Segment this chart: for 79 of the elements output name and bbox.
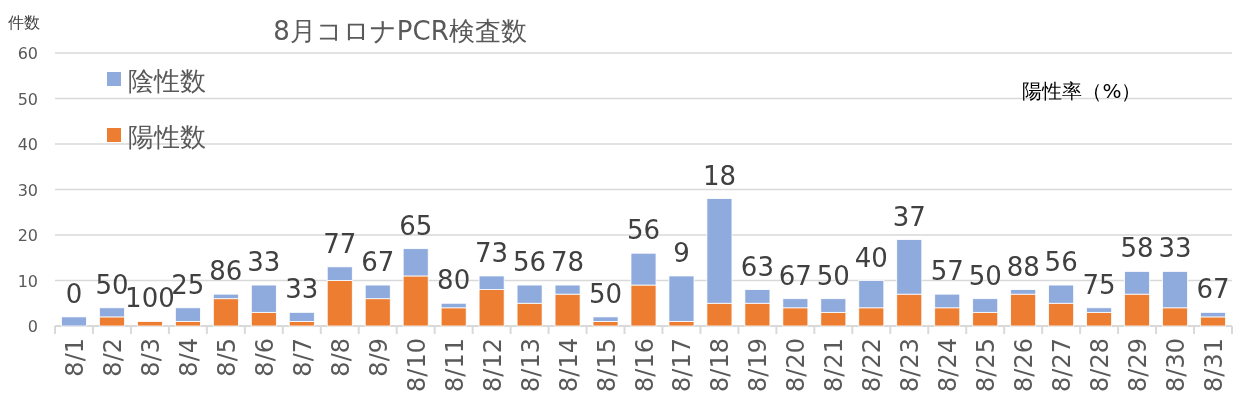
- bar: [212, 298, 239, 327]
- annotation: 50: [968, 260, 1002, 291]
- x-tick-label: 8/5: [212, 338, 241, 377]
- annotation: 18: [702, 160, 736, 191]
- x-tick-label: 8/31: [1200, 338, 1229, 392]
- annotation: 67: [361, 247, 395, 278]
- annotation: 58: [1120, 233, 1154, 264]
- y-tick-label: 0: [27, 317, 38, 336]
- annotation: 80: [437, 265, 471, 296]
- annotation: 33: [1158, 233, 1192, 264]
- x-tick-label: 8/3: [136, 338, 165, 377]
- x-tick-label: 8/19: [744, 338, 773, 392]
- x-tick-label: 8/9: [364, 338, 393, 377]
- x-tick-label: 8/10: [402, 338, 431, 392]
- y-tick-label: 20: [17, 226, 38, 245]
- bar: [136, 321, 163, 327]
- chart-title: 8月コロナPCR検査数: [273, 16, 527, 46]
- x-tick-label: 8/6: [250, 338, 279, 377]
- x-tick-label: 8/1: [60, 338, 89, 377]
- annotation: 67: [1196, 274, 1230, 305]
- bar: [440, 307, 467, 327]
- annotation: 75: [1082, 269, 1116, 300]
- x-tick-label: 8/17: [668, 338, 697, 392]
- x-tick-label: 8/16: [630, 338, 659, 392]
- x-tick-label: 8/24: [934, 338, 963, 392]
- annotation: 65: [399, 210, 433, 241]
- annotation: 33: [247, 247, 281, 278]
- y-tick-label: 10: [17, 271, 38, 291]
- annotation: 50: [816, 260, 850, 291]
- annotation: 50: [588, 278, 623, 309]
- x-tick-label: 8/13: [516, 338, 545, 392]
- x-tick-label: 8/7: [288, 338, 317, 377]
- annotation: 57: [930, 256, 964, 287]
- annotation: 56: [1044, 247, 1078, 278]
- x-tick-label: 8/15: [592, 338, 621, 392]
- bar: [1086, 311, 1113, 327]
- annotation: 37: [892, 201, 926, 232]
- x-tick-label: 8/22: [858, 338, 887, 392]
- x-tick-label: 8/14: [554, 338, 583, 392]
- annotation: 陽性率（%）: [1022, 79, 1142, 103]
- annotation: 73: [475, 237, 509, 268]
- y-tick-label: 30: [17, 180, 38, 200]
- y-tick-label: 40: [17, 135, 38, 154]
- annotation: 56: [513, 247, 547, 278]
- x-tick-label: 8/30: [1162, 338, 1191, 392]
- x-tick-label: 8/27: [1048, 338, 1077, 392]
- x-tick-label: 8/2: [98, 338, 127, 377]
- x-tick-label: 8/29: [1124, 338, 1153, 392]
- x-tick-label: 8/26: [1010, 338, 1039, 392]
- x-tick-label: 8/28: [1086, 338, 1115, 392]
- annotation: 56: [626, 215, 661, 246]
- x-tick-label: 8/18: [706, 338, 735, 392]
- bar: [1200, 316, 1226, 327]
- legend-label: 陽性数: [128, 122, 206, 152]
- y-tick-label: 50: [17, 89, 38, 109]
- legend-label: 陰性数: [128, 66, 206, 96]
- bar: [61, 316, 87, 327]
- annotation: 0: [65, 278, 83, 309]
- x-tick-label: 8/12: [478, 338, 507, 392]
- y-axis-title: 件数: [8, 13, 40, 32]
- annotation: 40: [854, 242, 888, 273]
- annotation: 88: [1006, 251, 1040, 282]
- x-tick-label: 8/21: [820, 338, 849, 392]
- x-tick-label: 8/11: [440, 338, 469, 392]
- annotation: 86: [209, 256, 243, 287]
- annotation: 33: [285, 274, 319, 305]
- annotation: 50: [95, 269, 129, 300]
- x-tick-label: 8/25: [972, 338, 1001, 392]
- annotation: 77: [323, 228, 357, 259]
- x-tick-label: 8/8: [326, 338, 355, 377]
- bar: [1010, 293, 1037, 327]
- x-tick-label: 8/20: [782, 338, 811, 392]
- annotation: 67: [778, 260, 812, 291]
- x-tick-label: 8/23: [896, 338, 925, 392]
- annotation: 78: [551, 247, 585, 278]
- annotation: 63: [740, 251, 774, 282]
- y-tick-label: 60: [17, 44, 38, 63]
- x-tick-label: 8/4: [174, 338, 203, 377]
- annotation: 9: [673, 237, 690, 268]
